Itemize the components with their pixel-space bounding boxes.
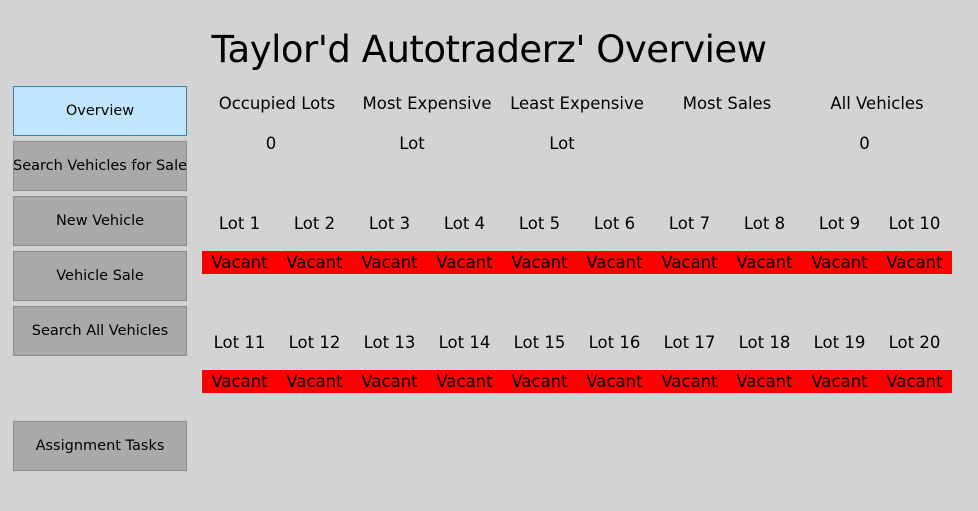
lot-label: Lot 4 [443,214,486,233]
vehicle-sale-button[interactable]: Vehicle Sale [13,251,187,301]
lot-status: Vacant [277,370,352,393]
lot-label: Lot 19 [813,333,866,352]
lot-label: Lot 10 [888,214,941,233]
lot-label: Lot 17 [663,333,716,352]
most-expensive-label: Most Expensive [362,94,492,113]
lot-status: Vacant [502,251,577,274]
lot-label: Lot 16 [588,333,641,352]
lot-status: Vacant [727,251,802,274]
lot-label: Lot 5 [518,214,561,233]
all-vehicles-label: All Vehicles [830,94,924,113]
lot-status: Vacant [652,370,727,393]
lot-status: Vacant [577,370,652,393]
search-all-vehicles-button[interactable]: Search All Vehicles [13,306,187,356]
lot-label: Lot 20 [888,333,941,352]
page-title: Taylor'd Autotraderz' Overview [0,26,978,74]
most-expensive-value: Lot [399,134,425,153]
lot-label: Lot 18 [738,333,791,352]
lot-label: Lot 12 [288,333,341,352]
assignment-tasks-button[interactable]: Assignment Tasks [13,421,187,471]
lot-label: Lot 6 [593,214,636,233]
lot-label: Lot 15 [513,333,566,352]
occupied-lots-label: Occupied Lots [218,94,336,113]
lot-status: Vacant [877,251,952,274]
overview-button[interactable]: Overview [13,86,187,136]
least-expensive-value: Lot [549,134,575,153]
search-vehicles-for-sale-button[interactable]: Search Vehicles for Sale [13,141,187,191]
lot-label: Lot 1 [218,214,261,233]
lot-label: Lot 3 [368,214,411,233]
most-sales-label: Most Sales [682,94,772,113]
lot-status: Vacant [352,251,427,274]
lot-status: Vacant [427,370,502,393]
lot-label: Lot 14 [438,333,491,352]
lot-label: Lot 2 [293,214,336,233]
occupied-lots-value: 0 [265,134,277,153]
lot-status: Vacant [727,370,802,393]
least-expensive-label: Least Expensive [510,94,644,113]
lot-label: Lot 7 [668,214,711,233]
lot-status: Vacant [652,251,727,274]
lot-status: Vacant [502,370,577,393]
lot-status: Vacant [877,370,952,393]
new-vehicle-button[interactable]: New Vehicle [13,196,187,246]
page-title-text: Taylor'd Autotraderz' Overview [211,28,767,71]
lot-status: Vacant [802,370,877,393]
lot-status: Vacant [802,251,877,274]
lot-status: Vacant [277,251,352,274]
lot-status: Vacant [427,251,502,274]
lot-status: Vacant [202,370,277,393]
lot-status: Vacant [577,251,652,274]
lot-status: Vacant [202,251,277,274]
lot-label: Lot 13 [363,333,416,352]
lot-label: Lot 8 [743,214,786,233]
lot-label: Lot 9 [818,214,861,233]
lot-status: Vacant [352,370,427,393]
all-vehicles-value: 0 [859,134,870,153]
lot-label: Lot 11 [213,333,266,352]
